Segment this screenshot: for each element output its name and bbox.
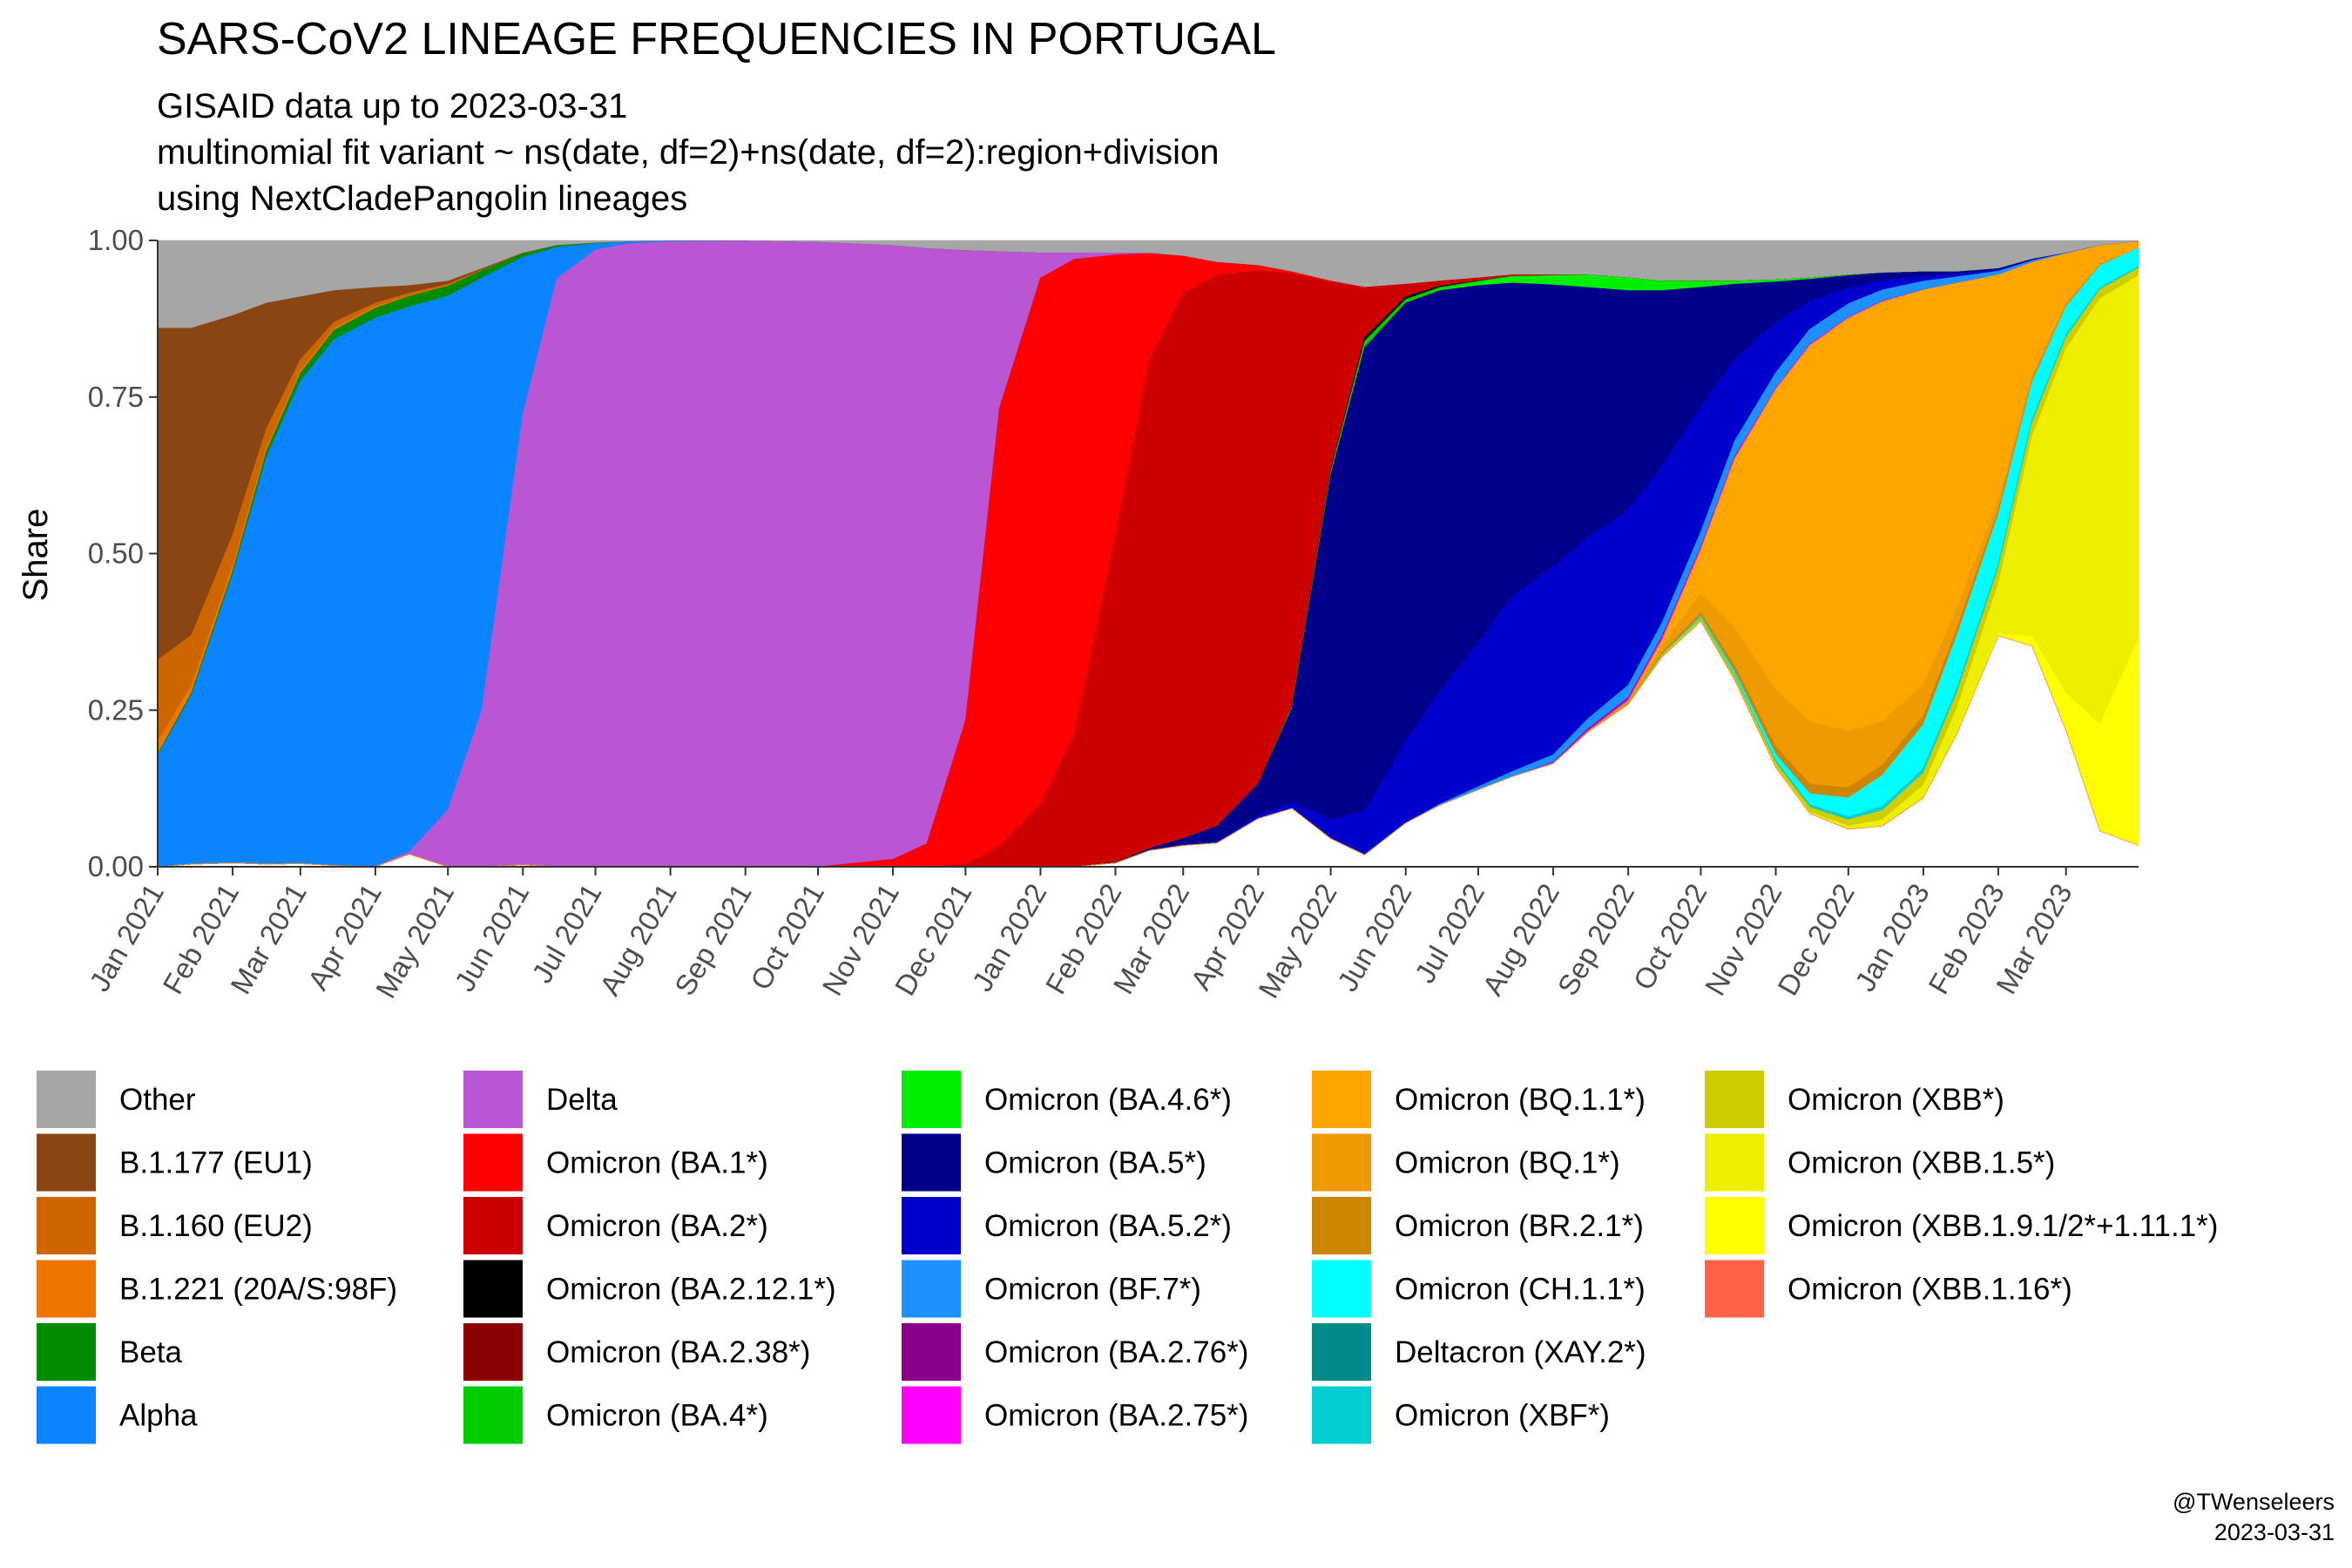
y-axis: 0.00 0.25 0.50 0.75 1.00 [88,224,159,882]
legend-key [1705,1260,1764,1318]
legend-label: Beta [119,1335,183,1369]
legend-label: Other [119,1083,196,1117]
chart-title: SARS-CoV2 LINEAGE FREQUENCIES IN PORTUGA… [157,14,1276,64]
legend-label: Omicron (BQ.1*) [1395,1146,1620,1180]
y-tick-label: 0.75 [88,381,144,413]
legend-label: Omicron (XBF*) [1395,1399,1610,1433]
legend-key [463,1386,523,1444]
legend-key [37,1260,96,1318]
subtitle-line-2: multinomial fit variant ~ ns(date, df=2)… [157,133,1220,172]
legend-key [37,1323,96,1381]
legend-label: Omicron (BA.5*) [984,1146,1206,1180]
legend-label: Omicron (XBB.1.16*) [1788,1273,2072,1307]
legend-label: B.1.160 (EU2) [119,1209,313,1243]
legend-label: Omicron (XBB.1.5*) [1788,1146,2055,1180]
legend-key [1312,1260,1371,1318]
x-tick-label: Jan 2021 [83,878,170,997]
legend-key [463,1197,523,1254]
legend-key [37,1197,96,1254]
legend-label: Omicron (BA.5.2*) [984,1209,1232,1243]
x-tick-label: Jan 2023 [1848,878,1936,997]
legend-label: Omicron (BA.4.6*) [984,1083,1232,1117]
legend-label: Omicron (BA.4*) [546,1399,768,1433]
legend-key [37,1133,96,1192]
x-tick-label: Sep 2022 [1551,878,1641,1001]
legend-label: Omicron (XBB.1.9.1/2*+1.11.1*) [1788,1209,2218,1243]
y-axis-label: Share [17,509,55,602]
legend-label: Omicron (BQ.1.1*) [1395,1083,1646,1117]
legend-key [37,1071,96,1128]
y-tick-label: 0.00 [88,850,144,882]
legend-label: Omicron (BA.2.12.1*) [546,1273,836,1307]
caption-date: 2023-03-31 [2214,1519,2335,1545]
legend-key [902,1133,961,1192]
x-tick-label: Jul 2021 [525,878,607,989]
legend-key [1312,1197,1371,1254]
subtitle-line-3: using NextCladePangolin lineages [157,179,687,218]
legend-key [1312,1071,1371,1128]
y-tick-label: 0.50 [88,537,144,570]
legend-label: B.1.221 (20A/S:98F) [119,1273,397,1307]
legend-key [902,1197,961,1254]
x-tick-label: Jun 2021 [448,878,535,997]
x-tick-label: Sep 2021 [668,878,758,1001]
x-tick-label: Oct 2022 [1627,878,1713,995]
caption-author: @TWenseleers [2173,1489,2335,1515]
legend-label: Omicron (BA.2.38*) [546,1335,810,1369]
legend: Other B.1.177 (EU1) B.1.160 (EU2) B.1.221 (… [37,1071,2218,1444]
stacked-area-layers [157,240,2139,868]
legend-label: Deltacron (XAY.2*) [1395,1335,1646,1369]
legend-label: Omicron (BF.7*) [984,1273,1201,1307]
legend-key [1705,1197,1764,1254]
y-tick-label: 1.00 [88,224,144,256]
legend-key [1705,1133,1764,1192]
legend-key [902,1386,961,1444]
x-tick-label: Jun 2022 [1331,878,1418,997]
legend-key [463,1071,523,1128]
legend-label: Delta [546,1083,618,1117]
legend-label: Alpha [119,1399,198,1433]
y-tick-label: 0.25 [88,693,144,726]
legend-key [1312,1323,1371,1381]
legend-key [463,1133,523,1192]
x-tick-label: Oct 2021 [744,878,830,995]
legend-label: Omicron (XBB*) [1788,1083,2004,1117]
legend-label: Omicron (BA.2*) [546,1209,768,1243]
legend-key [1312,1133,1371,1192]
legend-key [902,1071,961,1128]
legend-key [37,1386,96,1444]
subtitle-line-1: GISAID data up to 2023-03-31 [157,87,627,125]
legend-key [902,1323,961,1381]
legend-label: Omicron (BA.2.75*) [984,1399,1248,1433]
legend-key [1312,1386,1371,1444]
legend-label: Omicron (BA.2.76*) [984,1335,1248,1369]
legend-label: B.1.177 (EU1) [119,1146,313,1180]
legend-key [463,1260,523,1318]
legend-key [902,1260,961,1318]
legend-label: Omicron (BA.1*) [546,1146,768,1180]
legend-key [1705,1071,1764,1128]
legend-key [463,1323,523,1381]
legend-label: Omicron (BR.2.1*) [1395,1209,1644,1243]
x-tick-label: Jul 2022 [1409,878,1490,989]
legend-label: Omicron (CH.1.1*) [1395,1273,1646,1307]
x-tick-label: Jan 2022 [966,878,1053,997]
